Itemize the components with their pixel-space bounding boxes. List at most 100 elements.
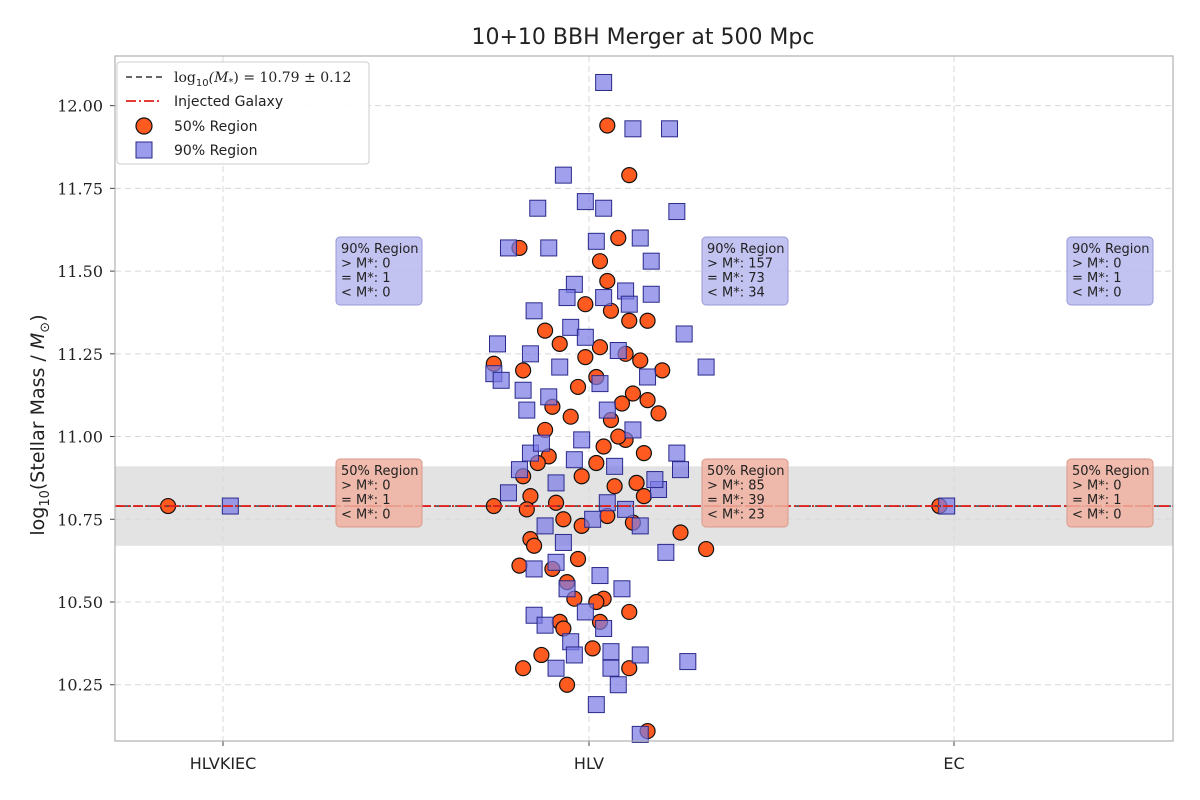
point-50-region (591, 253, 609, 270)
annotation-box (701, 236, 789, 306)
point-50-region (577, 349, 594, 366)
point-90-region (679, 653, 697, 671)
annotation-line: < M*: 0 (341, 286, 391, 301)
y-tick-label: 10.75 (57, 510, 103, 529)
point-90-region (554, 533, 572, 551)
annotation-line: > M*: 85 (707, 479, 765, 494)
point-90-region (499, 239, 517, 257)
annotation-line: 50% Region (1072, 464, 1150, 479)
point-50-region (698, 540, 715, 558)
legend-injected-label: Injected Galaxy (174, 94, 283, 110)
legend: log10(M*) = 10.79 ± 0.12 Injected Galaxy… (116, 61, 370, 165)
annotation-ec-90: 90% Region> M*: 0= M*: 1< M*: 0 (1066, 236, 1154, 306)
annotation-line: 90% Region (1072, 242, 1150, 257)
ylabel-unit-sub: ⊙ (38, 322, 53, 333)
legend-90-label: 90% Region (174, 143, 258, 159)
point-90-region (639, 368, 657, 386)
y-tick-label: 11.25 (57, 345, 103, 364)
point-90-region (525, 560, 543, 578)
chart-title: 10+10 BBH Merger at 500 Mpc (472, 25, 815, 50)
point-50-region (591, 339, 609, 356)
point-50-region (555, 511, 572, 528)
point-50-region (562, 408, 579, 425)
point-50-region (551, 335, 568, 352)
annotation-line: 90% Region (707, 242, 785, 257)
point-90-region (675, 325, 693, 343)
point-90-region (595, 289, 613, 307)
point-90-region (631, 725, 649, 743)
point-50-region (628, 474, 645, 491)
annotation-line: 90% Region (341, 242, 419, 257)
point-90-region (576, 193, 594, 211)
point-50-region (621, 312, 638, 329)
point-50-region (606, 478, 623, 495)
point-90-region (646, 471, 664, 489)
y-tick-label: 11.75 (57, 179, 103, 198)
data-points (160, 73, 956, 743)
point-50-region (613, 395, 631, 412)
point-90-region (565, 451, 583, 469)
point-90-region (518, 401, 536, 419)
y-tick-label: 11.50 (57, 262, 103, 281)
point-90-region (551, 358, 569, 376)
point-50-region (522, 488, 539, 505)
point-90-region (547, 659, 565, 677)
point-50-region (536, 322, 554, 339)
annotation-line: = M*: 1 (341, 271, 391, 286)
annotation-line: < M*: 23 (707, 508, 765, 523)
point-50-region (672, 524, 689, 541)
annotation-line: = M*: 1 (1072, 271, 1122, 286)
annotation-hlvkiec-50: 50% Region> M*: 0= M*: 1< M*: 0 (335, 458, 423, 528)
point-50-region (621, 660, 638, 677)
annotation-box (701, 458, 789, 528)
point-90-region (576, 328, 594, 346)
point-50-region (595, 438, 612, 455)
point-50-region (632, 352, 649, 369)
annotation-line: = M*: 73 (707, 271, 765, 286)
point-50-region (610, 428, 627, 445)
ylabel-log: log (27, 507, 49, 536)
point-90-region (617, 500, 635, 518)
annotation-hlvkiec-90: 90% Region> M*: 0= M*: 1< M*: 0 (335, 236, 423, 306)
annotation-ec-50: 50% Region> M*: 0= M*: 1< M*: 0 (1066, 458, 1154, 528)
point-90-region (609, 676, 627, 694)
point-90-region (624, 120, 642, 138)
point-90-region (595, 619, 613, 637)
point-90-region (525, 302, 543, 320)
point-50-region (518, 501, 535, 518)
point-50-region (610, 229, 627, 247)
point-90-region (642, 285, 660, 303)
legend-frame (116, 61, 370, 165)
point-50-region (547, 494, 565, 511)
y-tick-label: 11.00 (57, 428, 103, 447)
point-90-region (573, 431, 591, 449)
plot-frame (114, 55, 1174, 742)
point-90-region (532, 434, 550, 452)
point-50-region (515, 362, 532, 379)
plot-border (114, 55, 1174, 742)
annotation-boxes: 90% Region> M*: 0= M*: 1< M*: 090% Regio… (335, 236, 1154, 528)
point-90-region (540, 239, 558, 257)
y-axis-ticks: 10.25 10.50 10.75 11.00 11.25 11.50 11.75 12.00 (57, 97, 115, 695)
point-90-region (499, 484, 517, 502)
point-90-region (591, 567, 609, 585)
point-50-region (515, 660, 532, 677)
x-tick-label: HLV (574, 754, 604, 773)
annotation-line: = M*: 39 (707, 493, 765, 508)
point-90-region (631, 517, 649, 535)
point-90-region (668, 203, 686, 221)
point-90-region (609, 342, 627, 360)
annotation-box (335, 236, 423, 306)
annotation-line: < M*: 0 (1072, 286, 1122, 301)
point-90-region (697, 358, 715, 376)
point-50-region (621, 603, 638, 621)
annotation-line: > M*: 0 (341, 257, 391, 272)
legend-square-marker (135, 141, 153, 159)
point-90-region (584, 510, 602, 528)
point-90-region (587, 232, 605, 250)
annotation-line: > M*: 0 (341, 479, 391, 494)
point-50-region (654, 362, 671, 379)
point-90-region (661, 120, 679, 138)
point-90-region (521, 345, 539, 363)
legend-estimate-label: log10(M*) = 10.79 ± 0.12 (174, 70, 351, 89)
